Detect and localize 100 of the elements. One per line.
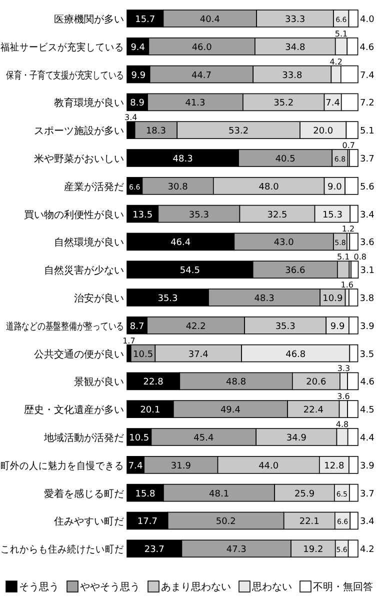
data-label: 10.9	[322, 294, 343, 304]
y-tick-label: 地域活動が活発だ	[43, 432, 124, 444]
data-label: 1.2	[342, 224, 355, 234]
data-label: 33.3	[285, 15, 306, 25]
data-label: 3.4	[360, 210, 375, 220]
data-label: 4.2	[330, 57, 342, 66]
data-label: 22.8	[143, 378, 164, 388]
data-label: 53.2	[228, 126, 249, 137]
data-label: 9.9	[330, 322, 345, 332]
data-label: 19.2	[303, 545, 324, 556]
data-label: 3.5	[360, 350, 374, 360]
data-label: 4.8	[336, 420, 349, 429]
data-label: 20.6	[306, 378, 326, 388]
data-label: 20.1	[140, 406, 160, 416]
data-label: 23.7	[144, 545, 164, 556]
data-label: 20.0	[313, 126, 334, 137]
y-tick-label: 福祉サービスが充実している	[0, 40, 124, 54]
data-label: 3.3	[337, 364, 350, 374]
data-label: 44.0	[258, 461, 279, 472]
data-label: 4.2	[360, 545, 374, 556]
data-label: 30.8	[168, 182, 188, 192]
data-label: 3.8	[360, 294, 374, 304]
data-label: 5.1	[334, 29, 348, 38]
bar	[348, 288, 358, 306]
data-label: 34.8	[285, 42, 306, 53]
data-label: 17.7	[137, 517, 158, 528]
y-tick-label: 買い物の利便性が良い	[24, 208, 124, 221]
bar	[349, 232, 358, 251]
data-label: 9.4	[130, 42, 146, 53]
data-label: 3.4	[360, 517, 375, 528]
data-label: 31.9	[170, 461, 192, 472]
y-tick-label: 教育環境が良い	[54, 97, 124, 110]
data-label: 3.6	[360, 238, 375, 248]
data-label: 0.8	[354, 252, 367, 262]
data-label: 46.0	[192, 42, 212, 53]
data-label: 1.6	[340, 280, 354, 290]
data-label: 3.1	[360, 266, 375, 276]
y-tick-label: 愛着を感じる町だ	[44, 488, 124, 500]
data-label: 46.8	[286, 350, 306, 360]
data-label: 54.5	[180, 266, 200, 276]
y-tick-label: 自然環境が良い	[54, 236, 124, 249]
y-tick-label: 米や野菜がおいしい	[34, 153, 124, 165]
data-label: 47.3	[226, 545, 246, 556]
data-label: 13.5	[132, 210, 153, 220]
legend-label: そう思う	[19, 582, 59, 593]
data-label: 34.9	[286, 434, 307, 444]
data-label: 49.4	[220, 406, 241, 416]
data-label: 37.4	[188, 350, 209, 360]
y-tick-label: 保育・子育て支援が充実している	[6, 69, 124, 82]
data-label: 3.4	[124, 113, 138, 122]
data-label: 7.4	[360, 70, 375, 81]
data-label: 4.0	[360, 15, 375, 25]
data-label: 5.1	[336, 252, 350, 262]
y-tick-label: これからも住み続けたい町だ	[0, 543, 124, 556]
data-label: 5.6	[360, 182, 375, 192]
data-label: 44.7	[191, 70, 212, 81]
legend-label: 不明・無回答	[313, 581, 373, 593]
data-label: 10.5	[129, 434, 150, 444]
data-label: 15.7	[135, 15, 156, 25]
data-label: 3.7	[360, 154, 374, 164]
data-label: 8.9	[130, 98, 145, 109]
data-label: 4.6	[360, 42, 374, 53]
data-label: 12.8	[324, 461, 344, 472]
data-label: 40.4	[200, 15, 220, 25]
data-label: 3.9	[360, 461, 375, 472]
data-label: 45.4	[194, 434, 214, 444]
data-label: 43.0	[274, 238, 294, 248]
data-label: 15.3	[322, 210, 342, 220]
data-label: 9.9	[131, 70, 146, 81]
data-label: 35.3	[275, 322, 296, 332]
y-tick-label: 自然災害が少ない	[44, 264, 124, 277]
y-tick-label: 治安が良い	[74, 292, 124, 304]
data-label: 5.1	[360, 126, 374, 137]
y-tick-label: 道路などの基盤整備が整っている	[6, 320, 124, 333]
data-label: 41.3	[185, 98, 206, 109]
data-label: 35.3	[188, 210, 209, 220]
y-tick-label: 歴史・文化遺産が多い	[24, 404, 124, 416]
y-tick-label: 町外の人に魅力を自慢できる	[0, 459, 124, 472]
data-label: 25.9	[294, 489, 315, 500]
data-label: 10.5	[133, 350, 154, 360]
data-label: 18.3	[146, 126, 166, 137]
data-label: 0.7	[342, 141, 356, 150]
data-label: 36.6	[285, 266, 306, 276]
data-label: 33.8	[282, 70, 302, 81]
data-label: 1.7	[122, 336, 136, 346]
legend-label: 思わない	[251, 582, 292, 593]
y-tick-label: 住みやすい町だ	[54, 516, 124, 528]
data-label: 3.7	[360, 489, 374, 500]
data-label: 4.6	[360, 378, 375, 388]
data-label: 46.4	[170, 238, 191, 248]
data-label: 7.2	[360, 98, 374, 109]
data-label: 4.4	[360, 434, 375, 444]
y-tick-label: 医療機関が多い	[54, 14, 124, 26]
data-label: 22.4	[303, 406, 324, 416]
data-label: 15.8	[135, 489, 156, 500]
data-label: 48.8	[226, 378, 246, 388]
data-label: 7.4	[326, 98, 340, 109]
legend-label: ややそう思う	[80, 582, 140, 593]
data-label: 42.2	[186, 322, 206, 332]
data-label: 8.7	[130, 322, 144, 332]
